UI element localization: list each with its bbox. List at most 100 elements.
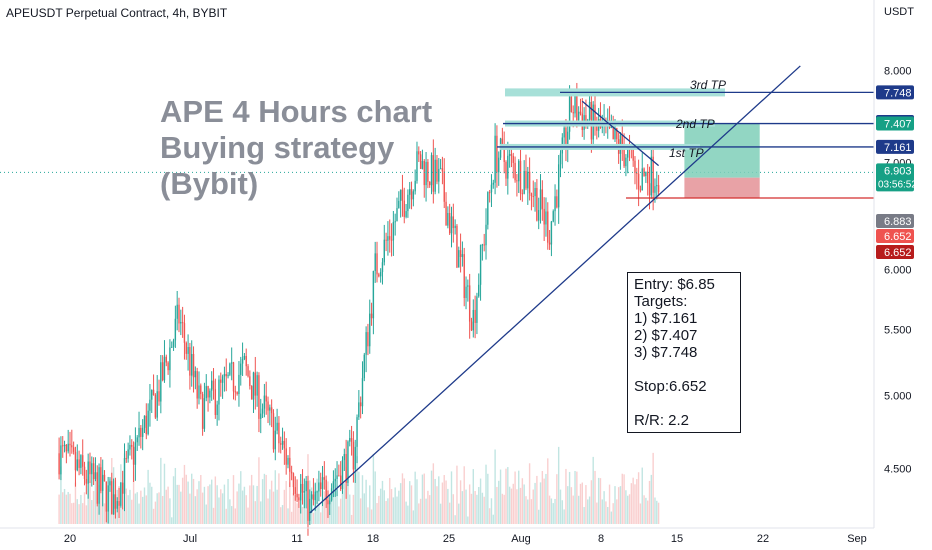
candle-body bbox=[323, 477, 326, 480]
volume-bar bbox=[592, 456, 594, 524]
volume-bar bbox=[630, 483, 633, 524]
candle-body bbox=[169, 347, 171, 371]
candle-body bbox=[614, 128, 616, 140]
volume-bar bbox=[365, 479, 367, 524]
candle-body bbox=[356, 417, 358, 447]
volume-bar bbox=[223, 484, 226, 524]
candle-body bbox=[481, 244, 484, 246]
candle-body bbox=[623, 149, 625, 167]
candle-body bbox=[490, 184, 493, 193]
candle-body bbox=[320, 482, 322, 489]
candle-body bbox=[131, 444, 133, 447]
candle-body bbox=[221, 376, 224, 383]
volume-bar bbox=[461, 491, 464, 524]
candle-body bbox=[487, 192, 489, 225]
volume-bar bbox=[372, 453, 375, 524]
price-badge bbox=[876, 229, 914, 243]
volume-bar bbox=[392, 497, 395, 524]
candle-body bbox=[369, 313, 371, 347]
candle-body bbox=[650, 156, 653, 196]
volume-bar bbox=[545, 473, 547, 524]
candle-body bbox=[192, 353, 195, 378]
volume-bar bbox=[612, 503, 614, 524]
volume-bar bbox=[505, 468, 507, 524]
volume-bar bbox=[532, 489, 534, 524]
volume-bar bbox=[525, 496, 527, 524]
volume-bar bbox=[419, 498, 422, 524]
candle-body bbox=[516, 180, 518, 182]
candle-body bbox=[240, 363, 242, 375]
candle-body bbox=[463, 254, 465, 299]
volume-bar bbox=[289, 482, 291, 524]
volume-bar bbox=[151, 486, 153, 524]
volume-bar bbox=[465, 489, 467, 524]
candle-body bbox=[147, 410, 149, 435]
candle-body bbox=[230, 362, 233, 364]
volume-bar bbox=[507, 467, 509, 524]
candle-body bbox=[69, 443, 71, 446]
target-3-text: 3) $7.748 bbox=[634, 344, 698, 361]
candle-body bbox=[265, 395, 267, 402]
volume-bar bbox=[347, 485, 349, 524]
candle-body bbox=[427, 161, 429, 182]
volume-bar bbox=[519, 487, 522, 524]
candle-body bbox=[556, 196, 558, 208]
candle-body bbox=[272, 413, 275, 450]
volume-bar bbox=[229, 499, 231, 524]
targets-title: Targets: bbox=[634, 293, 688, 310]
candle-body bbox=[654, 186, 656, 193]
volume-bar bbox=[565, 468, 567, 524]
volume-bar bbox=[301, 506, 304, 524]
candle-body bbox=[143, 415, 146, 428]
volume-bar bbox=[425, 498, 427, 524]
candle-body bbox=[98, 467, 100, 504]
volume-bar bbox=[556, 474, 558, 524]
candle-body bbox=[211, 380, 213, 391]
volume-bar bbox=[398, 490, 400, 524]
candle-body bbox=[423, 160, 425, 186]
volume-bar bbox=[401, 473, 404, 524]
volume-bar bbox=[632, 477, 634, 524]
candle-body bbox=[152, 389, 155, 396]
volume-bar bbox=[647, 500, 649, 524]
stop-text: Stop:6.652 bbox=[634, 378, 707, 395]
candle-body bbox=[474, 309, 476, 323]
volume-bar bbox=[407, 505, 409, 524]
candle-body bbox=[154, 395, 157, 418]
volume-bar bbox=[479, 478, 482, 524]
volume-bar bbox=[192, 478, 195, 524]
volume-bar bbox=[154, 501, 157, 524]
volume-bar bbox=[80, 494, 82, 524]
volume-bar bbox=[594, 470, 596, 524]
candle-body bbox=[563, 127, 565, 138]
volume-bar bbox=[240, 471, 242, 524]
candle-body bbox=[616, 128, 618, 140]
candle-body bbox=[459, 250, 462, 257]
candle-body bbox=[203, 398, 206, 429]
volume-bar bbox=[605, 501, 607, 524]
volume-bar bbox=[283, 489, 286, 524]
volume-bar bbox=[567, 486, 569, 524]
volume-bar bbox=[92, 490, 95, 524]
volume-bar bbox=[205, 504, 207, 524]
volume-bar bbox=[534, 482, 536, 524]
volume-bar bbox=[211, 479, 213, 524]
candle-body bbox=[439, 168, 442, 170]
volume-bar bbox=[492, 514, 494, 524]
candle-body bbox=[216, 404, 218, 415]
volume-bar bbox=[543, 478, 545, 524]
volume-bar bbox=[160, 457, 162, 524]
volume-bar bbox=[145, 495, 147, 524]
volume-bar bbox=[563, 509, 565, 524]
volume-bar bbox=[619, 486, 622, 524]
candle-body bbox=[116, 501, 118, 509]
candle-body bbox=[165, 356, 167, 363]
candle-body bbox=[114, 494, 117, 509]
candle-body bbox=[158, 391, 160, 402]
target-zone bbox=[684, 123, 760, 178]
volume-bar bbox=[374, 471, 376, 524]
candle-body bbox=[399, 189, 402, 201]
volume-bar bbox=[523, 484, 525, 524]
price-badge-label: 6.903 bbox=[884, 165, 912, 177]
